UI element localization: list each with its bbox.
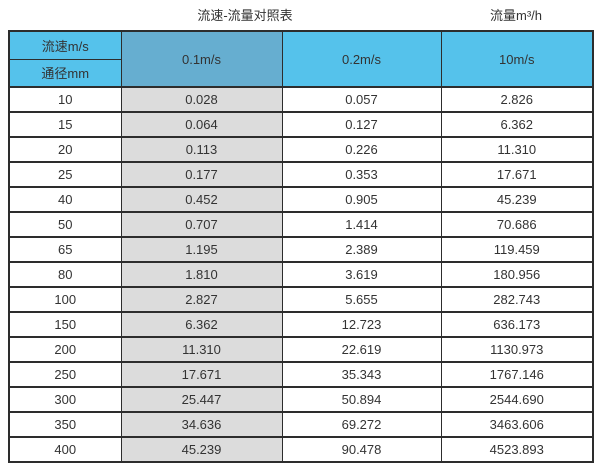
flow-value-cell: 11.310 xyxy=(120,336,283,363)
flow-value-cell: 282.743 xyxy=(440,286,594,313)
diameter-cell: 10 xyxy=(8,86,122,113)
table-row: 15 0.064 0.127 6.362 xyxy=(8,111,594,138)
flow-value-cell: 22.619 xyxy=(281,336,442,363)
flow-value-cell: 2.827 xyxy=(120,286,283,313)
diameter-cell: 100 xyxy=(8,286,122,313)
header-row-top: 流速m/s 0.1m/s 0.2m/s 10m/s xyxy=(8,30,594,88)
velocity-unit-label: 流速m/s xyxy=(8,30,122,60)
table-row: 65 1.195 2.389 119.459 xyxy=(8,236,594,263)
flow-value-cell: 69.272 xyxy=(281,411,442,438)
table-row: 150 6.362 12.723 636.173 xyxy=(8,311,594,338)
flow-value-cell: 90.478 xyxy=(281,436,442,463)
flow-value-cell: 6.362 xyxy=(440,111,594,138)
table-title: 流速-流量对照表 xyxy=(197,8,293,23)
flow-value-cell: 0.057 xyxy=(281,86,442,113)
table-row: 10 0.028 0.057 2.826 xyxy=(8,86,594,113)
table-header: 流速m/s 0.1m/s 0.2m/s 10m/s 通径mm xyxy=(8,30,594,88)
flow-value-cell: 1.810 xyxy=(120,261,283,288)
table-row: 350 34.636 69.272 3463.606 xyxy=(8,411,594,438)
table-row: 300 25.447 50.894 2544.690 xyxy=(8,386,594,413)
col-header-velocity-3: 10m/s xyxy=(440,30,594,88)
flow-value-cell: 12.723 xyxy=(281,311,442,338)
flow-value-cell: 0.707 xyxy=(120,211,283,238)
diameter-cell: 150 xyxy=(8,311,122,338)
flow-value-cell: 17.671 xyxy=(440,161,594,188)
flow-value-cell: 3.619 xyxy=(281,261,442,288)
flow-value-cell: 35.343 xyxy=(281,361,442,388)
flow-value-cell: 2.826 xyxy=(440,86,594,113)
diameter-cell: 50 xyxy=(8,211,122,238)
diameter-cell: 15 xyxy=(8,111,122,138)
flow-value-cell: 17.671 xyxy=(120,361,283,388)
table-body: 10 0.028 0.057 2.826 15 0.064 0.127 6.362 20 0.11… xyxy=(8,86,594,463)
flow-value-cell: 11.310 xyxy=(440,136,594,163)
flow-value-cell: 0.064 xyxy=(120,111,283,138)
table-row: 40 0.452 0.905 45.239 xyxy=(8,186,594,213)
flow-value-cell: 70.686 xyxy=(440,211,594,238)
flow-value-cell: 180.956 xyxy=(440,261,594,288)
diameter-cell: 400 xyxy=(8,436,122,463)
flow-value-cell: 0.452 xyxy=(120,186,283,213)
header-row-bottom: 通径mm xyxy=(8,58,593,88)
unit-caption: 流量m³/h xyxy=(489,8,542,23)
flow-value-cell: 1.414 xyxy=(281,211,442,238)
flow-value-cell: 0.113 xyxy=(120,136,283,163)
table-row: 250 17.671 35.343 1767.146 xyxy=(8,361,594,388)
flow-value-cell: 2544.690 xyxy=(440,386,594,413)
table-row: 25 0.177 0.353 17.671 xyxy=(8,161,594,188)
flow-value-cell: 3463.606 xyxy=(440,411,594,438)
flow-value-cell: 2.389 xyxy=(281,236,442,263)
flow-value-cell: 0.028 xyxy=(120,86,283,113)
diameter-cell: 350 xyxy=(8,411,122,438)
diameter-unit-label: 通径mm xyxy=(8,58,122,88)
diameter-cell: 20 xyxy=(8,136,122,163)
flow-value-cell: 0.226 xyxy=(281,136,442,163)
flow-value-cell: 0.353 xyxy=(281,161,442,188)
flow-value-cell: 45.239 xyxy=(120,436,283,463)
flow-value-cell: 0.177 xyxy=(120,161,283,188)
diameter-cell: 250 xyxy=(8,361,122,388)
table-row: 80 1.810 3.619 180.956 xyxy=(8,261,594,288)
diameter-cell: 65 xyxy=(8,236,122,263)
flow-value-cell: 1130.973 xyxy=(440,336,594,363)
flow-value-cell: 34.636 xyxy=(120,411,283,438)
flow-value-cell: 0.127 xyxy=(281,111,442,138)
flow-rate-table: 流速m/s 0.1m/s 0.2m/s 10m/s 通径mm 10 0.028 0.… xyxy=(8,30,594,463)
diameter-cell: 25 xyxy=(8,161,122,188)
flow-value-cell: 6.362 xyxy=(120,311,283,338)
table-row: 100 2.827 5.655 282.743 xyxy=(8,286,594,313)
flow-value-cell: 119.459 xyxy=(440,236,594,263)
flow-value-cell: 1.195 xyxy=(120,236,283,263)
diameter-cell: 200 xyxy=(8,336,122,363)
flow-value-cell: 4523.893 xyxy=(440,436,594,463)
diameter-cell: 300 xyxy=(8,386,122,413)
flow-value-cell: 45.239 xyxy=(440,186,594,213)
table-row: 50 0.707 1.414 70.686 xyxy=(8,211,594,238)
col-header-velocity-1: 0.1m/s xyxy=(120,30,283,88)
diameter-cell: 40 xyxy=(8,186,122,213)
diameter-cell: 80 xyxy=(8,261,122,288)
table-row: 20 0.113 0.226 11.310 xyxy=(8,136,594,163)
flow-value-cell: 5.655 xyxy=(281,286,442,313)
table-row: 400 45.239 90.478 4523.893 xyxy=(8,436,594,463)
flow-value-cell: 0.905 xyxy=(281,186,442,213)
flow-value-cell: 636.173 xyxy=(440,311,594,338)
table-row: 200 11.310 22.619 1130.973 xyxy=(8,336,594,363)
flow-value-cell: 25.447 xyxy=(120,386,283,413)
col-header-velocity-2: 0.2m/s xyxy=(281,30,442,88)
flow-value-cell: 50.894 xyxy=(281,386,442,413)
flow-value-cell: 1767.146 xyxy=(440,361,594,388)
